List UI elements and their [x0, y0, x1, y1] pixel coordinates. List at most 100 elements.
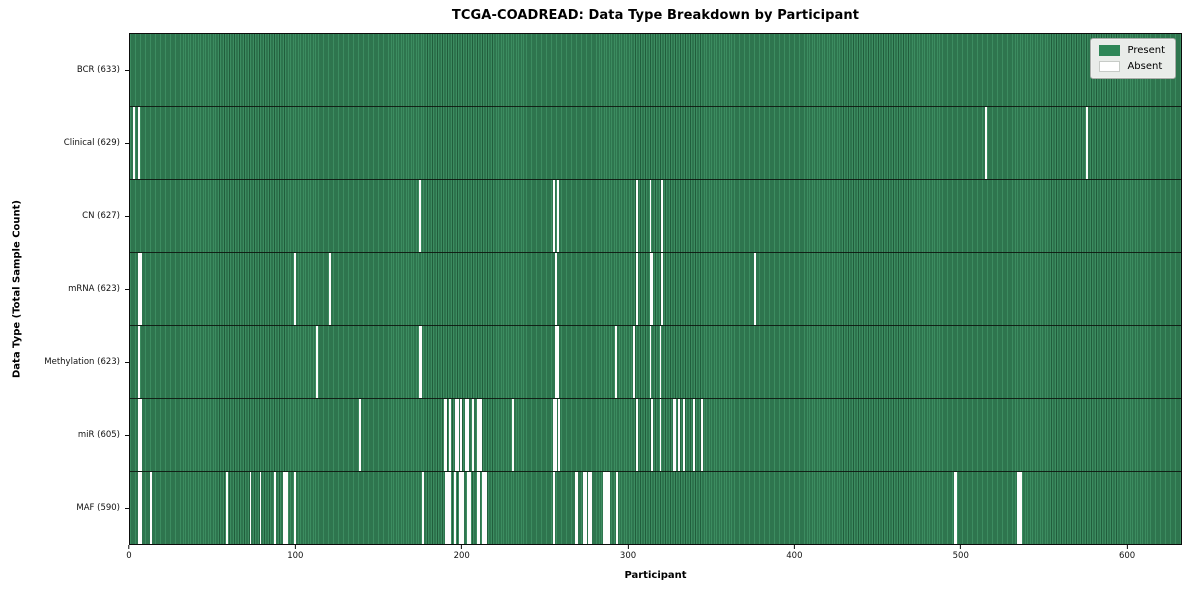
absent-mark: [462, 472, 464, 544]
y-tick-clinical: Clinical (629): [0, 106, 129, 179]
y-tick-mark: [125, 362, 129, 364]
legend: Present Absent: [1090, 38, 1176, 79]
x-tick-label: 100: [287, 551, 304, 561]
present-swatch-icon: [1099, 45, 1121, 56]
x-tick-label: 0: [126, 551, 132, 561]
absent-mark: [472, 399, 474, 471]
absent-mark: [555, 253, 557, 325]
absent-mark: [274, 472, 277, 544]
absent-mark: [553, 472, 556, 544]
heatmap-row-methylation: [130, 325, 1181, 398]
absent-mark: [447, 472, 449, 544]
y-tick-mrna: mRNA (623): [0, 252, 129, 325]
absent-mark: [754, 253, 757, 325]
x-tick-label: 400: [786, 551, 803, 561]
absent-mark: [249, 472, 252, 544]
y-tick-label: Clinical (629): [63, 137, 120, 148]
absent-mark: [584, 472, 587, 544]
y-tick-bcr: BCR (633): [0, 33, 129, 106]
y-tick-label: mRNA (623): [68, 283, 120, 294]
absent-mark: [315, 326, 318, 398]
absent-mark: [467, 399, 469, 471]
y-tick-mark: [125, 288, 129, 290]
x-tick-200: 200: [454, 545, 470, 561]
absent-mark: [420, 326, 423, 398]
absent-mark: [583, 472, 586, 544]
absent-mark: [672, 399, 675, 471]
absent-mark: [633, 326, 635, 398]
absent-mark: [556, 180, 559, 252]
heatmap-row-bcr: [130, 34, 1181, 106]
absent-mark: [418, 180, 421, 252]
absent-mark: [682, 399, 685, 471]
absent-mark: [955, 472, 957, 544]
absent-swatch-icon: [1099, 61, 1121, 72]
y-tick-cn: CN (627): [0, 179, 129, 252]
absent-mark: [422, 472, 425, 544]
absent-mark: [445, 399, 448, 471]
absent-mark: [138, 253, 141, 325]
absent-mark: [477, 472, 479, 544]
absent-mark: [443, 399, 446, 471]
absent-mark: [674, 399, 677, 471]
absent-mark: [294, 472, 297, 544]
y-tick-mark: [125, 435, 129, 437]
absent-mark: [478, 399, 481, 471]
absent-mark: [558, 399, 561, 471]
absent-mark: [651, 253, 654, 325]
absent-mark: [453, 472, 456, 544]
absent-mark: [606, 472, 609, 544]
absent-mark: [556, 326, 559, 398]
y-tick-maf: MAF (590): [0, 472, 129, 545]
x-tick-100: 100: [287, 545, 303, 561]
absent-mark: [359, 399, 361, 471]
heatmap-row-maf: [130, 471, 1181, 544]
absent-mark: [553, 180, 556, 252]
absent-mark: [1016, 472, 1019, 544]
absent-mark: [649, 326, 652, 398]
absent-mark: [701, 399, 703, 471]
absent-mark: [588, 472, 591, 544]
x-tick-600: 600: [1119, 545, 1135, 561]
absent-mark: [138, 472, 141, 544]
absent-mark: [460, 472, 463, 544]
legend-item-absent: Absent: [1099, 61, 1165, 72]
x-tick-mark: [627, 545, 629, 549]
legend-label-present: Present: [1127, 45, 1165, 56]
absent-mark: [661, 180, 664, 252]
plot-area: Present Absent: [129, 33, 1182, 545]
absent-mark: [418, 326, 421, 398]
absent-mark: [138, 326, 141, 398]
y-tick-label: BCR (633): [76, 64, 120, 75]
y-tick-label: CN (627): [82, 210, 120, 221]
x-axis-tick-labels: 0 100 200 300 400 500 600: [126, 545, 1182, 571]
x-tick-mark: [1126, 545, 1128, 549]
absent-mark: [445, 472, 448, 544]
absent-mark: [139, 399, 142, 471]
y-axis-tick-labels: BCR (633) Clinical (629) CN (627) mRNA (623…: [0, 33, 129, 545]
absent-mark: [555, 326, 557, 398]
absent-mark: [138, 107, 141, 179]
absent-mark: [953, 472, 956, 544]
absent-mark: [649, 253, 652, 325]
x-tick-mark: [960, 545, 962, 549]
absent-mark: [589, 472, 592, 544]
absent-mark: [478, 472, 481, 544]
absent-mark: [659, 399, 662, 471]
absent-mark: [511, 399, 514, 471]
absent-mark: [677, 399, 680, 471]
x-tick-label: 500: [952, 551, 969, 561]
absent-mark: [555, 399, 557, 471]
absent-mark: [294, 253, 297, 325]
x-tick-mark: [294, 545, 296, 549]
x-tick-mark: [793, 545, 795, 549]
absent-mark: [477, 399, 479, 471]
absent-mark: [133, 107, 136, 179]
absent-mark: [603, 472, 605, 544]
absent-mark: [985, 107, 987, 179]
absent-mark: [284, 472, 287, 544]
absent-mark: [481, 472, 484, 544]
y-tick-methylation: Methylation (623): [0, 326, 129, 399]
absent-mark: [138, 399, 141, 471]
